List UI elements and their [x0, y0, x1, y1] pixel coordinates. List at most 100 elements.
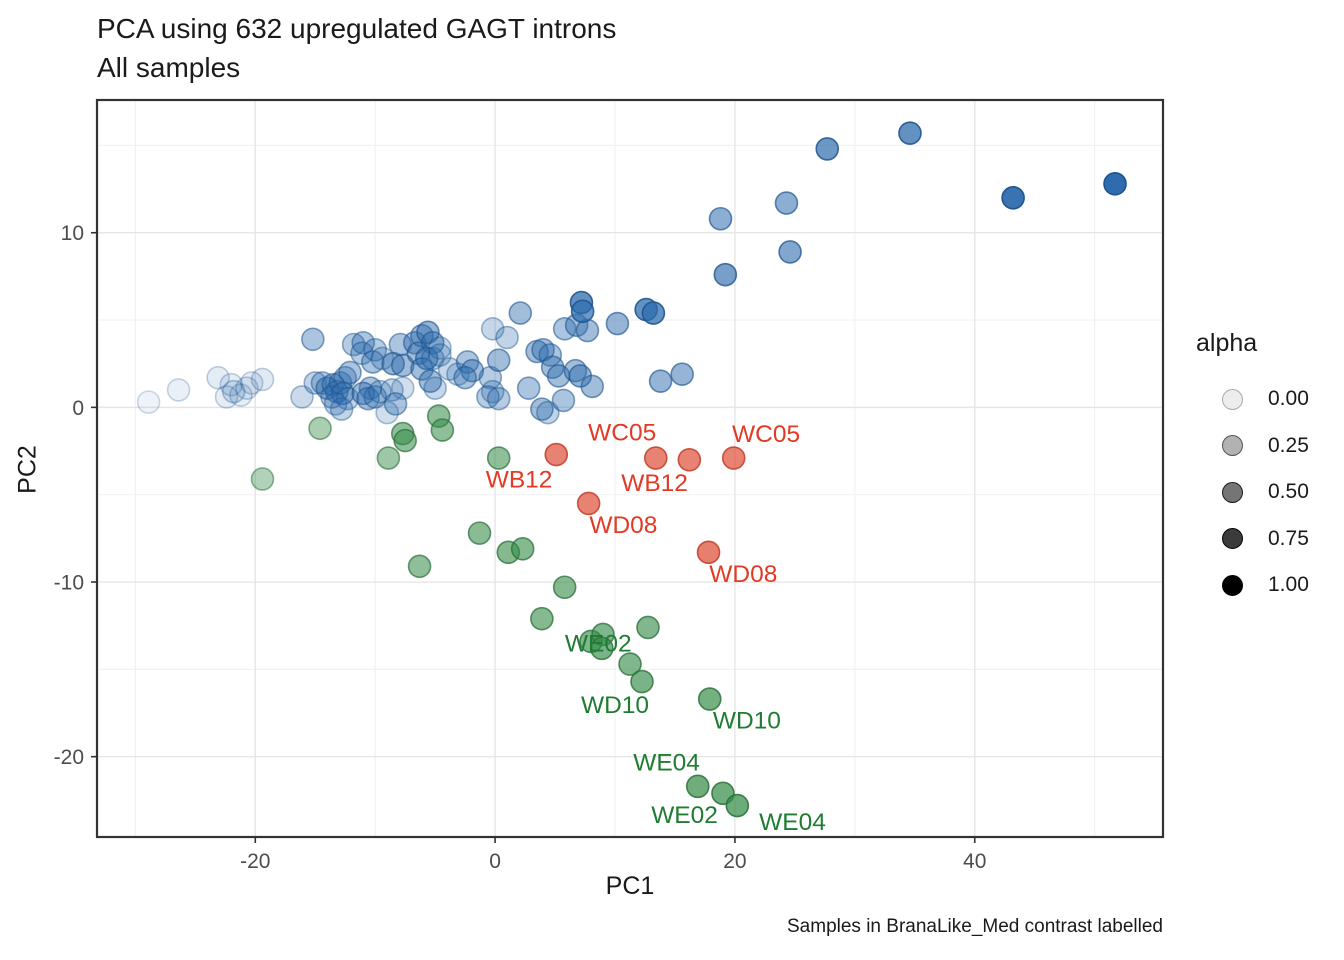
data-point-blue-cluster: [239, 371, 264, 395]
data-point-blue-cluster: [530, 397, 554, 421]
plot-title: PCA using 632 upregulated GAGT introns: [97, 13, 617, 44]
data-point-red-cluster: [677, 447, 702, 472]
legend-key-circle: [1222, 481, 1243, 503]
sample-label: WB12: [621, 470, 688, 497]
data-point-blue-cluster: [221, 379, 246, 404]
data-point-green-cluster: [407, 554, 432, 579]
data-point-blue-cluster: [580, 374, 605, 399]
sample-label: WC05: [588, 419, 656, 446]
plot-panel: -20 0 20 40 -20 -10 0 10 WC05 WC05 WB12 WB12 WD08 WD0…: [54, 98, 1165, 873]
data-point-green-cluster: [308, 416, 332, 441]
sample-label: WB12: [486, 466, 553, 493]
legend-item-label: 0.25: [1268, 433, 1309, 457]
data-point-green-cluster: [697, 687, 722, 711]
data-point-blue-cluster: [641, 301, 666, 325]
legend-item: 1.00: [1196, 562, 1309, 609]
legend: alpha 0.00 0.25 0.50 0.75 1.00: [1196, 328, 1309, 609]
data-point-blue-cluster: [460, 358, 485, 383]
data-point-blue-cluster: [418, 369, 443, 393]
data-point-blue-cluster: [329, 397, 354, 421]
data-point-blue-cluster: [335, 386, 360, 411]
legend-item-label: 0.75: [1268, 526, 1309, 550]
data-point-blue-cluster: [331, 381, 355, 406]
data-point-green-cluster: [530, 606, 554, 631]
data-point-blue-cluster: [508, 301, 533, 325]
legend-title: alpha: [1196, 329, 1258, 357]
legend-key-circle: [1222, 574, 1243, 596]
sample-label: WD08: [709, 561, 777, 588]
data-point-green-cluster: [430, 418, 455, 442]
data-point-blue-cluster: [166, 378, 191, 402]
legend-item: 0.50: [1196, 469, 1309, 516]
data-point-blue-cluster: [453, 365, 477, 390]
data-point-red-cluster: [643, 446, 668, 470]
data-point-blue-cluster: [229, 383, 253, 407]
sample-label: WD10: [581, 692, 649, 719]
data-point-blue-cluster: [536, 400, 560, 425]
data-point-blue-cluster: [301, 327, 325, 352]
sample-label: WC05: [732, 421, 800, 448]
sample-label: WE04: [633, 749, 700, 776]
data-point-blue-cluster: [774, 191, 799, 215]
data-point-blue-cluster: [410, 357, 434, 381]
data-point-green-cluster: [467, 521, 492, 545]
data-point-blue-cluster: [235, 376, 259, 400]
data-point-blue-cluster: [428, 343, 452, 367]
data-point-green-cluster: [630, 669, 654, 694]
data-point-green-cluster: [685, 774, 710, 799]
data-point-green-cluster: [376, 446, 401, 470]
data-point-green-cluster: [393, 428, 417, 453]
data-point-green-cluster: [636, 615, 660, 640]
y-tick-label: 10: [61, 222, 84, 245]
data-point-green-cluster: [552, 575, 577, 600]
data-point-blue-cluster: [1103, 172, 1127, 196]
legend-key-circle: [1222, 435, 1243, 457]
data-point-blue-cluster: [570, 299, 595, 324]
y-axis-title: PC2: [13, 445, 42, 494]
data-point-blue-cluster: [338, 360, 362, 385]
data-point-blue-cluster: [303, 371, 328, 395]
y-tick-label: 0: [72, 397, 84, 420]
legend-item: 0.25: [1196, 423, 1309, 470]
data-point-green-cluster: [486, 446, 511, 470]
data-point-blue-cluster: [486, 348, 511, 373]
plot-svg: -20 0 20 40 -20 -10 0 10 WC05 WC05 WB12 WB12 WD08 WD0…: [54, 98, 1165, 873]
data-point-blue-cluster: [648, 369, 673, 393]
data-point-blue-cluster: [390, 353, 415, 378]
data-point-blue-cluster: [605, 311, 630, 336]
data-point-red-cluster: [576, 491, 601, 516]
data-point-blue-cluster: [575, 318, 600, 343]
data-point-blue-cluster: [420, 346, 445, 371]
data-point-blue-cluster: [516, 376, 541, 400]
data-point-red-cluster: [696, 540, 721, 565]
data-point-blue-cluster: [323, 392, 348, 416]
plot-caption: Samples in BranaLike_Med contrast labell…: [787, 916, 1163, 937]
y-tick-label: -20: [54, 746, 84, 769]
legend-item: 0.75: [1196, 516, 1309, 563]
data-point-blue-cluster: [250, 367, 275, 392]
data-point-blue-cluster: [375, 400, 399, 425]
legend-items: 0.00 0.25 0.50 0.75 1.00: [1196, 376, 1309, 609]
data-point-blue-cluster: [341, 332, 366, 357]
data-point-red-cluster: [721, 446, 746, 470]
data-point-blue-cluster: [815, 137, 840, 161]
sample-label: WE02: [651, 802, 718, 829]
x-axis-title: PC1: [605, 872, 655, 900]
data-point-red-cluster: [544, 442, 569, 467]
data-point-blue-cluster: [480, 316, 505, 341]
data-point-blue-cluster: [206, 365, 230, 390]
plot-subtitle: All samples: [97, 52, 241, 83]
data-point-blue-cluster: [713, 262, 738, 287]
data-point-blue-cluster: [428, 336, 452, 360]
legend-item-label: 0.50: [1268, 480, 1309, 504]
data-point-green-cluster: [618, 652, 642, 676]
legend-item: 0.00: [1196, 376, 1309, 423]
data-point-blue-cluster: [670, 362, 694, 386]
data-point-blue-cluster: [551, 388, 576, 413]
data-point-blue-cluster: [486, 386, 511, 411]
data-point-green-cluster: [590, 636, 614, 661]
data-point-blue-cluster: [778, 240, 802, 264]
data-point-blue-cluster: [290, 385, 314, 409]
data-point-blue-cluster: [363, 337, 387, 362]
